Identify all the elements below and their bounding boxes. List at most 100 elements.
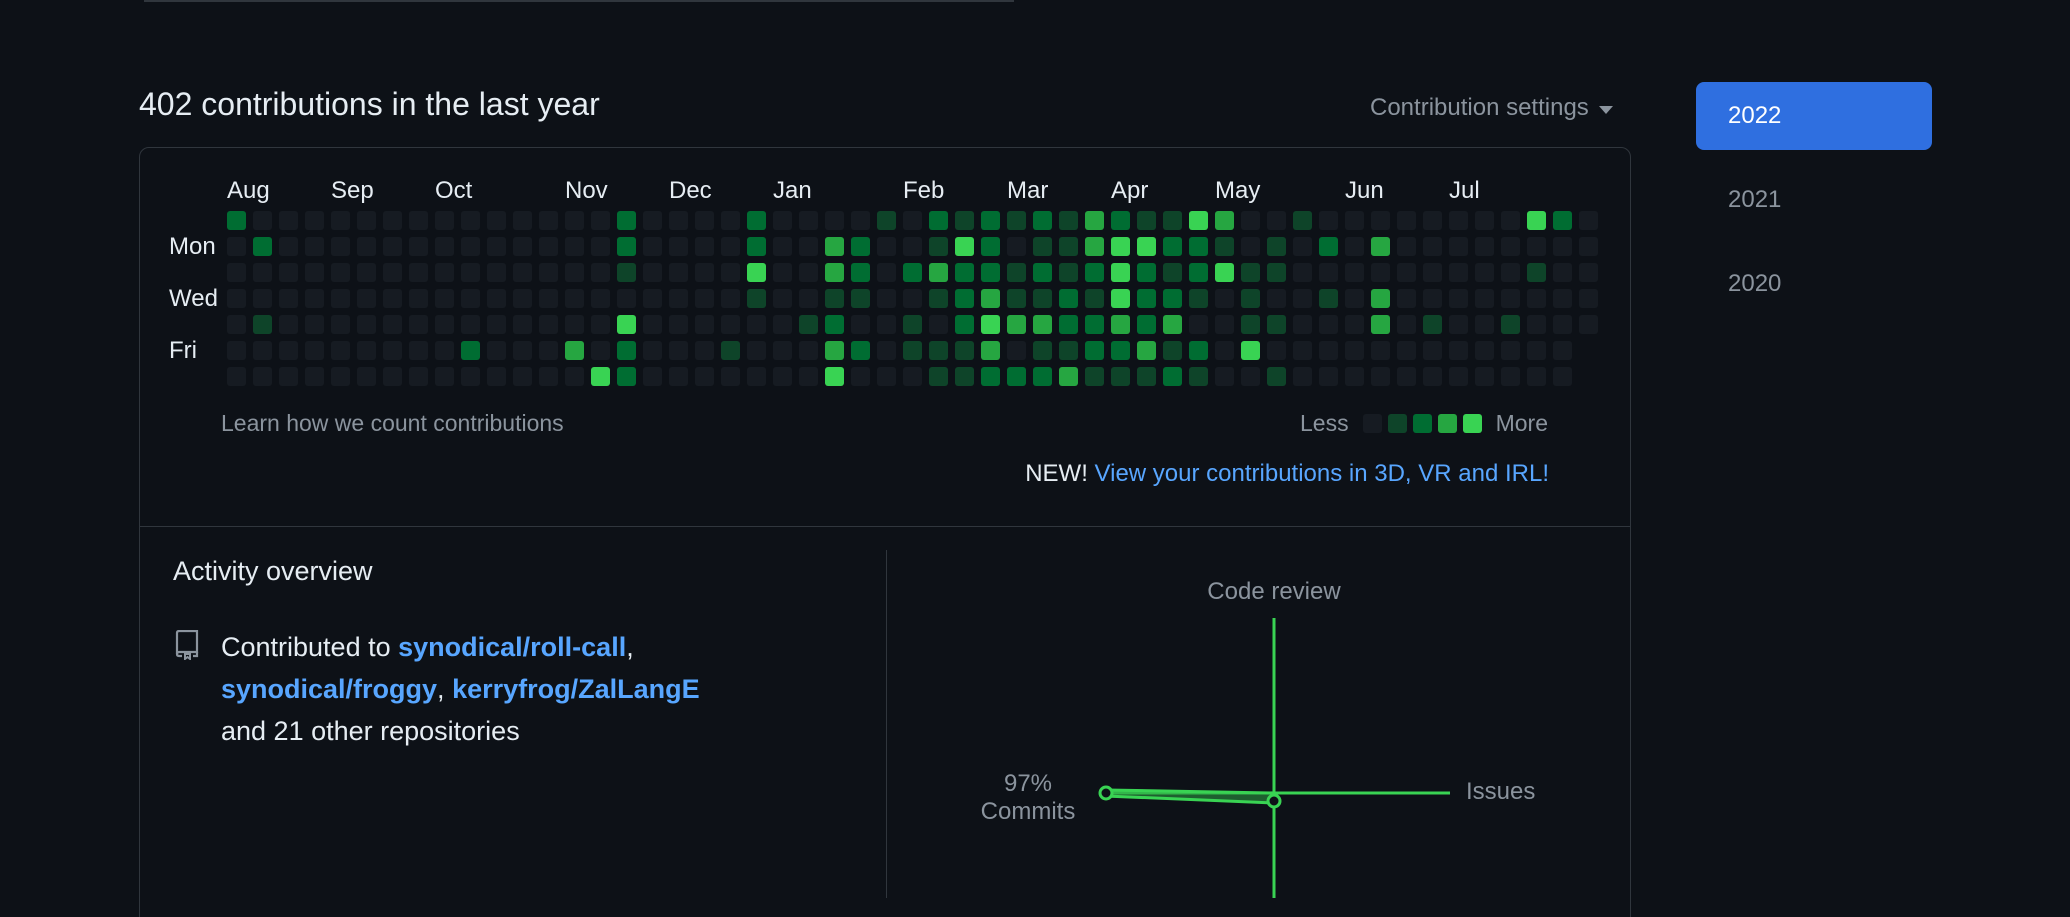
contribution-day-cell[interactable]: [643, 263, 662, 282]
contribution-day-cell[interactable]: [435, 367, 454, 386]
contribution-day-cell[interactable]: [825, 237, 844, 256]
contribution-day-cell[interactable]: [721, 263, 740, 282]
contribution-day-cell[interactable]: [409, 289, 428, 308]
contribution-day-cell[interactable]: [1475, 263, 1494, 282]
contribution-day-cell[interactable]: [253, 211, 272, 230]
contribution-day-cell[interactable]: [409, 237, 428, 256]
contribution-day-cell[interactable]: [1215, 341, 1234, 360]
contribution-day-cell[interactable]: [1371, 237, 1390, 256]
contribution-day-cell[interactable]: [1241, 315, 1260, 334]
contribution-day-cell[interactable]: [435, 341, 454, 360]
contribution-day-cell[interactable]: [981, 263, 1000, 282]
contribution-day-cell[interactable]: [903, 341, 922, 360]
contribution-day-cell[interactable]: [1007, 211, 1026, 230]
contribution-day-cell[interactable]: [825, 341, 844, 360]
contribution-day-cell[interactable]: [435, 289, 454, 308]
contribution-day-cell[interactable]: [1397, 237, 1416, 256]
contribution-day-cell[interactable]: [1527, 289, 1546, 308]
contribution-day-cell[interactable]: [1007, 367, 1026, 386]
contribution-day-cell[interactable]: [929, 367, 948, 386]
contribution-day-cell[interactable]: [1553, 237, 1572, 256]
contribution-day-cell[interactable]: [331, 211, 350, 230]
contribution-day-cell[interactable]: [487, 367, 506, 386]
contribution-day-cell[interactable]: [435, 237, 454, 256]
contribution-day-cell[interactable]: [1319, 315, 1338, 334]
contribution-day-cell[interactable]: [1449, 315, 1468, 334]
contribution-day-cell[interactable]: [1475, 237, 1494, 256]
contribution-day-cell[interactable]: [1189, 211, 1208, 230]
contribution-day-cell[interactable]: [1215, 263, 1234, 282]
contribution-day-cell[interactable]: [773, 263, 792, 282]
contribution-day-cell[interactable]: [1215, 315, 1234, 334]
contribution-day-cell[interactable]: [539, 315, 558, 334]
contribution-day-cell[interactable]: [1527, 341, 1546, 360]
contribution-day-cell[interactable]: [1475, 341, 1494, 360]
contribution-settings-dropdown[interactable]: Contribution settings: [1370, 94, 1613, 122]
contribution-day-cell[interactable]: [1267, 367, 1286, 386]
contribution-day-cell[interactable]: [877, 315, 896, 334]
contribution-day-cell[interactable]: [1371, 315, 1390, 334]
contribution-day-cell[interactable]: [643, 211, 662, 230]
contribution-day-cell[interactable]: [695, 237, 714, 256]
contribution-day-cell[interactable]: [799, 263, 818, 282]
contribution-day-cell[interactable]: [1137, 289, 1156, 308]
contribution-day-cell[interactable]: [1241, 211, 1260, 230]
contribution-day-cell[interactable]: [695, 341, 714, 360]
contribution-day-cell[interactable]: [799, 367, 818, 386]
contribution-day-cell[interactable]: [383, 237, 402, 256]
contribution-day-cell[interactable]: [1293, 315, 1312, 334]
contribution-day-cell[interactable]: [227, 263, 246, 282]
contribution-day-cell[interactable]: [1579, 289, 1598, 308]
contribution-day-cell[interactable]: [1215, 211, 1234, 230]
contribution-day-cell[interactable]: [1085, 315, 1104, 334]
view-3d-link[interactable]: View your contributions in 3D, VR and IR…: [1094, 460, 1549, 487]
contribution-day-cell[interactable]: [1449, 341, 1468, 360]
contribution-day-cell[interactable]: [253, 289, 272, 308]
contribution-day-cell[interactable]: [591, 237, 610, 256]
contribution-day-cell[interactable]: [955, 315, 974, 334]
contribution-day-cell[interactable]: [617, 315, 636, 334]
repo-link-zallange[interactable]: kerryfrog/ZalLangE: [452, 674, 700, 704]
year-button-2022[interactable]: 2022: [1696, 82, 1932, 150]
contribution-day-cell[interactable]: [539, 341, 558, 360]
contribution-day-cell[interactable]: [1111, 289, 1130, 308]
contribution-day-cell[interactable]: [1267, 315, 1286, 334]
contribution-day-cell[interactable]: [1111, 341, 1130, 360]
contribution-day-cell[interactable]: [1241, 263, 1260, 282]
contribution-day-cell[interactable]: [747, 263, 766, 282]
contribution-day-cell[interactable]: [357, 341, 376, 360]
contribution-day-cell[interactable]: [903, 237, 922, 256]
contribution-day-cell[interactable]: [461, 237, 480, 256]
contribution-day-cell[interactable]: [1137, 263, 1156, 282]
contribution-day-cell[interactable]: [539, 237, 558, 256]
contribution-day-cell[interactable]: [565, 341, 584, 360]
contribution-day-cell[interactable]: [591, 315, 610, 334]
contribution-day-cell[interactable]: [1085, 341, 1104, 360]
contribution-day-cell[interactable]: [1241, 237, 1260, 256]
contribution-day-cell[interactable]: [1345, 263, 1364, 282]
contribution-day-cell[interactable]: [799, 237, 818, 256]
contribution-day-cell[interactable]: [695, 289, 714, 308]
contribution-day-cell[interactable]: [383, 289, 402, 308]
contribution-day-cell[interactable]: [1345, 289, 1364, 308]
contribution-day-cell[interactable]: [383, 315, 402, 334]
contribution-day-cell[interactable]: [721, 237, 740, 256]
contribution-day-cell[interactable]: [1111, 211, 1130, 230]
contribution-day-cell[interactable]: [773, 341, 792, 360]
contribution-day-cell[interactable]: [1033, 315, 1052, 334]
contribution-day-cell[interactable]: [1267, 341, 1286, 360]
contribution-day-cell[interactable]: [773, 211, 792, 230]
contribution-day-cell[interactable]: [461, 367, 480, 386]
contribution-day-cell[interactable]: [929, 237, 948, 256]
contribution-day-cell[interactable]: [279, 211, 298, 230]
contribution-day-cell[interactable]: [591, 263, 610, 282]
contribution-day-cell[interactable]: [1527, 263, 1546, 282]
contribution-day-cell[interactable]: [1007, 289, 1026, 308]
contribution-day-cell[interactable]: [1111, 263, 1130, 282]
repo-link-roll-call[interactable]: synodical/roll-call: [398, 632, 627, 662]
contribution-day-cell[interactable]: [1553, 341, 1572, 360]
contribution-day-cell[interactable]: [253, 315, 272, 334]
contribution-day-cell[interactable]: [1111, 315, 1130, 334]
contribution-day-cell[interactable]: [1033, 211, 1052, 230]
contribution-day-cell[interactable]: [1163, 341, 1182, 360]
